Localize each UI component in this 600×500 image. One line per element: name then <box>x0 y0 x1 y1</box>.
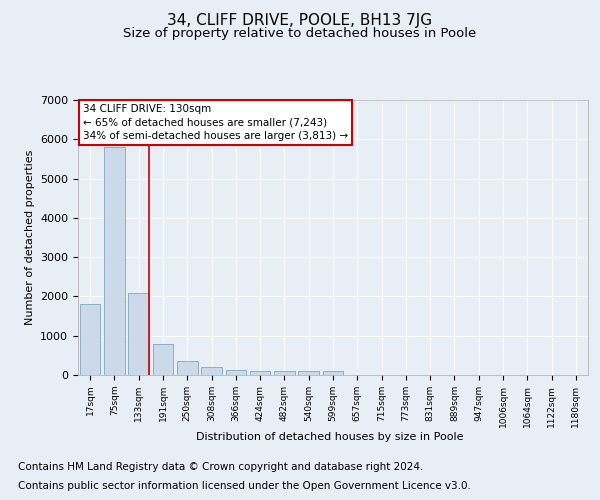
Bar <box>274 371 295 375</box>
Bar <box>201 367 222 375</box>
Y-axis label: Number of detached properties: Number of detached properties <box>25 150 35 325</box>
Text: Distribution of detached houses by size in Poole: Distribution of detached houses by size … <box>196 432 464 442</box>
Bar <box>323 370 343 375</box>
Bar <box>298 372 319 375</box>
Text: 34, CLIFF DRIVE, POOLE, BH13 7JG: 34, CLIFF DRIVE, POOLE, BH13 7JG <box>167 12 433 28</box>
Text: Contains HM Land Registry data © Crown copyright and database right 2024.: Contains HM Land Registry data © Crown c… <box>18 462 424 472</box>
Bar <box>152 344 173 375</box>
Bar <box>177 361 197 375</box>
Bar <box>128 292 149 375</box>
Text: Contains public sector information licensed under the Open Government Licence v3: Contains public sector information licen… <box>18 481 471 491</box>
Bar <box>250 370 271 375</box>
Text: 34 CLIFF DRIVE: 130sqm
← 65% of detached houses are smaller (7,243)
34% of semi-: 34 CLIFF DRIVE: 130sqm ← 65% of detached… <box>83 104 348 141</box>
Bar <box>226 370 246 375</box>
Bar <box>80 304 100 375</box>
Text: Size of property relative to detached houses in Poole: Size of property relative to detached ho… <box>124 28 476 40</box>
Bar <box>104 147 125 375</box>
